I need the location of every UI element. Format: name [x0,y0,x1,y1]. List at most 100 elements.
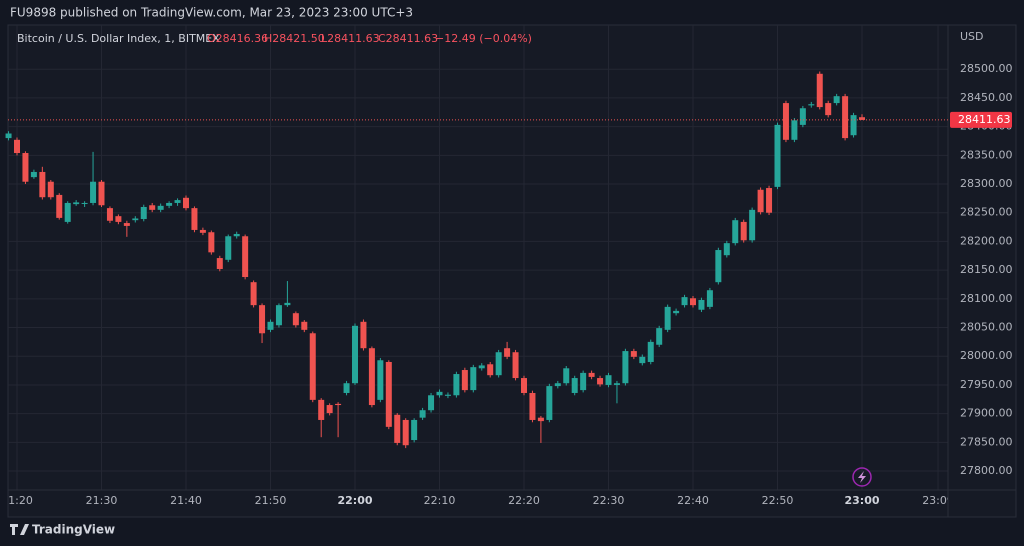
candle-body [394,414,401,443]
candle-body [284,302,291,306]
y-tick-label: 27900.00 [960,407,1013,420]
candle-body [216,258,223,269]
candle-body [698,299,705,310]
y-tick-label: 28350.00 [960,148,1013,161]
y-tick-label: 28300.00 [960,177,1013,190]
candle-body [73,202,80,205]
y-tick-label: 28200.00 [960,234,1013,247]
y-tick-label: 27850.00 [960,435,1013,448]
candle-body [757,189,764,213]
candle-body [309,333,316,400]
candle-body [740,221,747,241]
candle-body [833,96,840,104]
candle-body [512,352,519,379]
candle-body [157,205,164,210]
candle-body [504,348,511,357]
candle-body [774,124,781,187]
candle-body [681,297,688,306]
y-tick-label: 28250.00 [960,206,1013,219]
candle-body [766,188,773,213]
candle-body [597,378,604,385]
candle-body [647,341,654,362]
candle-body [385,361,392,427]
candle-body [791,120,798,140]
x-tick-label: 22:50 [762,494,794,507]
candle-body [64,202,71,222]
candle-body [842,96,849,139]
candle-body [799,108,806,125]
candle-body [782,103,789,140]
candle-body [563,368,570,384]
candle-body [537,417,544,422]
legend-title: Bitcoin / U.S. Dollar Index, 1, BITMEX [17,32,220,45]
candle-body [191,208,198,230]
y-tick-label: 28500.00 [960,62,1013,75]
candle-body [411,419,418,441]
y-tick-label: 28100.00 [960,292,1013,305]
candle-body [816,73,823,108]
candle-body [233,233,240,237]
candle-body [352,325,358,384]
candle-body [529,392,536,420]
y-tick-label: 27800.00 [960,464,1013,477]
candle-body [301,321,308,330]
candle-body [47,181,54,198]
x-tick-label: 23:09 [922,494,954,507]
candle-body [402,419,409,446]
x-tick-label: 22:10 [424,494,456,507]
legend-high: H28421.50 [264,32,325,45]
y-tick-label: 28150.00 [960,263,1013,276]
candle-body [673,310,680,314]
candle-body [605,375,612,385]
candle-body [267,321,274,330]
legend-change: −12.49 (−0.04%) [435,32,532,45]
y-tick-label: 28050.00 [960,321,1013,334]
chart-panel [7,24,1017,518]
x-tick-label: 22:30 [593,494,625,507]
candle-body [132,218,139,221]
candle-body [419,410,426,418]
candle-body [242,236,249,278]
candle-body [149,205,156,210]
candle-body [453,374,460,396]
last-price-label: 28411.63 [958,113,1011,126]
candle-body [90,181,97,203]
candle-body [808,104,815,106]
y-tick-label: 28000.00 [960,349,1013,362]
candle-body [250,282,257,306]
brand: TradingView [32,523,115,537]
candle-body [106,208,113,221]
candle-body [140,206,147,220]
x-tick-label: 22:40 [677,494,709,507]
candle-body [318,399,325,420]
x-tick-label: 23:00 [844,494,879,507]
candle-body [292,313,299,326]
x-tick-label: 22:20 [508,494,540,507]
candle-body [436,391,443,396]
candle-body [326,405,333,414]
candle-body [461,370,468,391]
x-tick-label: 21:50 [255,494,287,507]
candle-body [470,367,477,391]
candle-body [335,403,342,406]
candle-body [732,220,739,244]
candle-body [706,290,713,307]
candle-body [377,360,384,400]
brand-logo [10,524,29,535]
legend-open: O28416.36 [207,32,268,45]
candle-body [39,171,46,198]
candle-body [656,328,663,345]
candle-body [715,250,722,283]
y-tick-label: 27950.00 [960,378,1013,391]
lightning-icon[interactable] [852,467,872,487]
candle-body [521,378,527,393]
candle-body [639,356,646,364]
candle-body [115,216,122,222]
candle-body [98,181,105,206]
x-tick-label: 21:40 [170,494,202,507]
x-tick-label: 21:20 [1,494,33,507]
candle-body [588,372,595,377]
candle-body [22,153,29,182]
candle-body [690,298,696,306]
candle-body [343,383,350,393]
